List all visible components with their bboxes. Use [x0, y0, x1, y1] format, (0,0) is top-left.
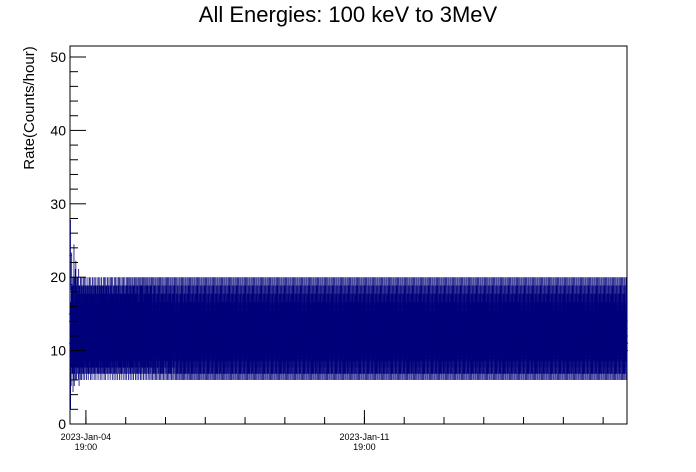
plot-frame	[69, 45, 628, 425]
data-marks	[68, 219, 629, 410]
y-tick-label: 40	[50, 122, 66, 138]
x-tick-label-date: 2023-Jan-11	[339, 432, 389, 442]
x-tick-label-time: 19:00	[75, 442, 98, 452]
y-tick-label: 50	[50, 49, 66, 65]
y-tick-label: 10	[50, 343, 66, 359]
data-point	[69, 219, 72, 291]
y-tick-label: 0	[58, 416, 66, 432]
x-tick-label-time: 19:00	[353, 442, 376, 452]
y-tick-label: 20	[50, 269, 66, 285]
chart-title: All Energies: 100 keV to 3MeV	[198, 2, 498, 27]
y-axis-label: Rate(Counts/hour)	[21, 46, 38, 169]
x-tick-label-date: 2023-Jan-04	[61, 432, 112, 442]
y-tick-label: 30	[50, 196, 66, 212]
